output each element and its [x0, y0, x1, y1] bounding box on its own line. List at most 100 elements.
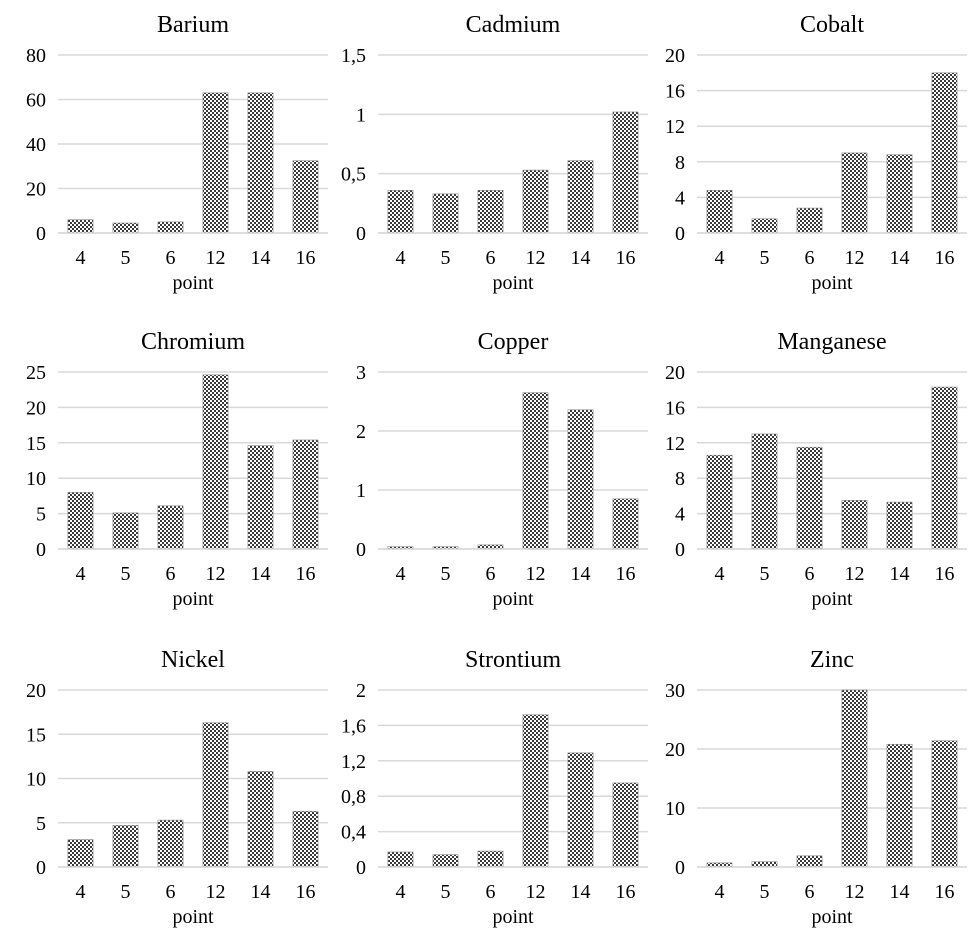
chart-barium: Barium 0 20 40 60 80 4 5 6 12 14 16 point — [26, 12, 328, 294]
x-tick-label: 16 — [296, 563, 316, 585]
x-tick-label: 4 — [715, 881, 725, 903]
chart-title: Nickel — [161, 647, 225, 673]
y-tick-label: 1 — [356, 480, 366, 502]
y-tick-label: 4 — [675, 504, 685, 526]
bar-4 — [706, 454, 733, 550]
bar-6 — [157, 505, 184, 550]
chart-title: Zinc — [810, 647, 854, 673]
bar-4 — [706, 189, 733, 234]
y-tick-label: 10 — [665, 798, 685, 820]
x-tick-label: 5 — [121, 563, 131, 585]
x-tick-label: 12 — [526, 247, 546, 269]
bar-5 — [751, 433, 778, 550]
bar-16 — [931, 386, 958, 550]
y-tick-label: 1,6 — [341, 715, 366, 737]
bar-16 — [612, 111, 639, 234]
x-tick-label: 6 — [805, 247, 815, 269]
y-tick-label: 40 — [26, 134, 46, 156]
bar-12 — [841, 500, 868, 550]
y-tick-label: 20 — [26, 179, 46, 201]
bar-14 — [567, 160, 594, 234]
chart-chromium: Chromium 0 5 10 15 20 25 4 5 6 12 14 16 point — [26, 329, 328, 610]
bar-4 — [67, 492, 94, 550]
x-axis-label: point — [492, 906, 534, 928]
chart-title: Chromium — [141, 329, 245, 355]
bar-12 — [522, 169, 549, 234]
x-tick-label: 5 — [121, 881, 131, 903]
x-axis-label: point — [811, 906, 853, 928]
x-tick-label: 14 — [890, 247, 910, 269]
x-tick-label: 12 — [845, 881, 865, 903]
y-tick-label: 0 — [356, 857, 366, 879]
x-axis-label: point — [492, 588, 534, 610]
bar-5 — [112, 222, 139, 234]
x-tick-label: 12 — [206, 881, 226, 903]
y-tick-label: 15 — [26, 724, 46, 746]
x-tick-label: 5 — [760, 563, 770, 585]
x-tick-label: 16 — [616, 247, 636, 269]
bar-12 — [202, 722, 229, 868]
x-tick-label: 16 — [616, 881, 636, 903]
x-tick-label: 6 — [166, 247, 176, 269]
x-tick-label: 4 — [715, 247, 725, 269]
chart-title: Cobalt — [800, 12, 864, 38]
x-tick-label: 5 — [760, 881, 770, 903]
bar-6 — [796, 207, 823, 234]
x-tick-label: 6 — [805, 881, 815, 903]
x-axis-label: point — [172, 906, 214, 928]
bar-14 — [567, 409, 594, 550]
chart-title: Manganese — [777, 329, 886, 355]
bar-16 — [612, 782, 639, 868]
y-tick-label: 80 — [26, 45, 46, 67]
x-tick-label: 16 — [616, 563, 636, 585]
y-tick-label: 0 — [36, 857, 46, 879]
y-tick-label: 16 — [665, 81, 685, 103]
chart-title: Cadmium — [466, 12, 561, 38]
bar-12 — [841, 152, 868, 234]
y-tick-label: 1,2 — [341, 751, 366, 773]
y-tick-label: 15 — [26, 433, 46, 455]
x-tick-label: 4 — [76, 881, 86, 903]
bar-4 — [387, 851, 414, 868]
bar-14 — [247, 445, 274, 550]
bar-5 — [432, 193, 459, 234]
x-tick-label: 5 — [441, 247, 451, 269]
bar-6 — [796, 446, 823, 550]
chart-strontium: Strontium 0 0,4 0,8 1,2 1,6 2 4 5 6 12 14 16 point — [341, 647, 648, 928]
bar-14 — [247, 771, 274, 868]
bar-16 — [612, 498, 639, 550]
x-axis-label: point — [172, 272, 214, 294]
y-tick-label: 0 — [356, 223, 366, 245]
bar-12 — [522, 392, 549, 550]
x-axis-label: point — [811, 272, 853, 294]
x-tick-label: 6 — [166, 881, 176, 903]
x-tick-label: 14 — [251, 881, 271, 903]
x-tick-label: 14 — [571, 247, 591, 269]
x-tick-label: 16 — [296, 881, 316, 903]
bar-12 — [202, 374, 229, 550]
bar-12 — [202, 92, 229, 234]
bar-16 — [931, 72, 958, 234]
x-axis-label: point — [492, 272, 534, 294]
bar-5 — [432, 854, 459, 868]
x-axis-label: point — [172, 588, 214, 610]
x-tick-label: 4 — [76, 247, 86, 269]
y-tick-label: 25 — [26, 362, 46, 384]
x-tick-label: 12 — [526, 881, 546, 903]
bar-6 — [157, 819, 184, 868]
x-tick-label: 14 — [251, 563, 271, 585]
x-tick-label: 12 — [206, 563, 226, 585]
x-tick-label: 4 — [396, 881, 406, 903]
x-tick-label: 14 — [571, 563, 591, 585]
y-tick-label: 60 — [26, 90, 46, 112]
y-tick-label: 2 — [356, 680, 366, 702]
chart-zinc: Zinc 0 10 20 30 4 5 6 12 14 16 point — [665, 647, 967, 928]
bar-14 — [247, 92, 274, 234]
bar-4 — [387, 189, 414, 234]
y-tick-label: 10 — [26, 468, 46, 490]
y-tick-label: 20 — [26, 680, 46, 702]
y-tick-label: 0 — [675, 539, 685, 561]
y-tick-label: 1,5 — [341, 45, 366, 67]
bar-16 — [931, 740, 958, 868]
y-tick-label: 0 — [675, 223, 685, 245]
